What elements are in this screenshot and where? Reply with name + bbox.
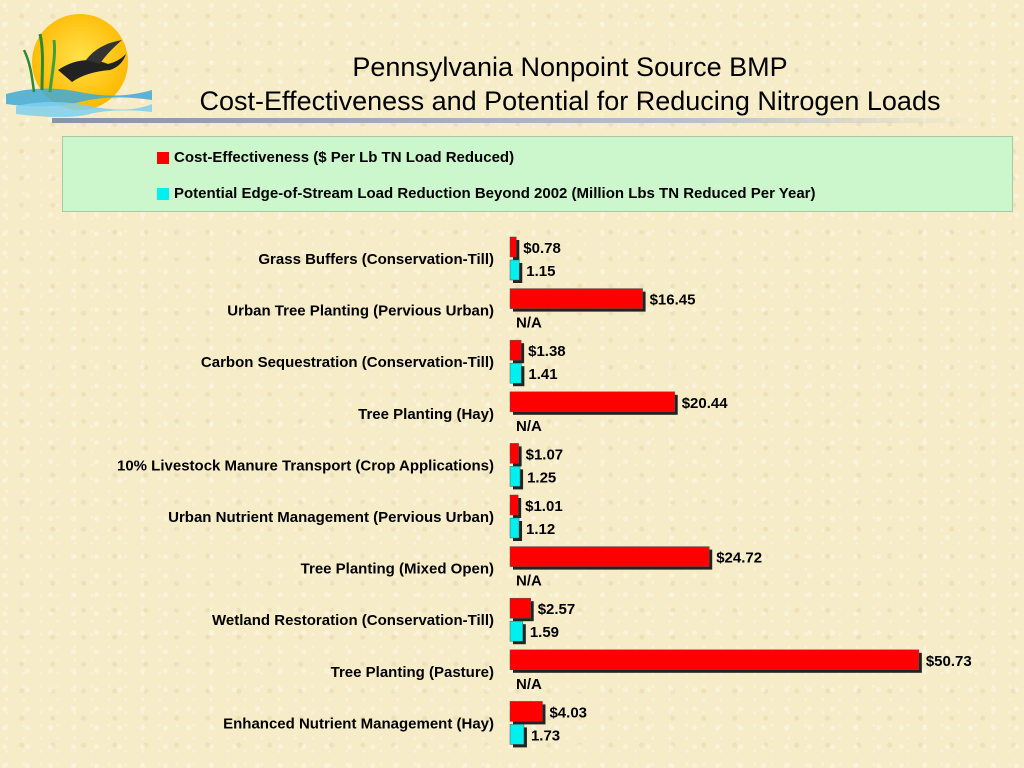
- sun-bird-logo-icon: [6, 14, 152, 117]
- cost-bar: [509, 443, 519, 464]
- category-label: Grass Buffers (Conservation-Till): [258, 251, 494, 268]
- cost-value-label: $1.07: [526, 446, 564, 463]
- potential-value-label: 1.12: [526, 521, 555, 538]
- legend-entry-potential: Potential Edge-of-Stream Load Reduction …: [157, 185, 816, 202]
- potential-value-label: N/A: [516, 676, 542, 693]
- title-line-2: Cost-Effectiveness and Potential for Red…: [199, 86, 941, 116]
- cost-bar: [509, 546, 710, 567]
- category-label: Urban Nutrient Management (Pervious Urba…: [168, 509, 494, 526]
- cost-value-label: $0.78: [523, 240, 561, 257]
- potential-bar: [509, 517, 520, 539]
- category-label: Tree Planting (Hay): [358, 406, 494, 423]
- title-line-1: Pennsylvania Nonpoint Source BMP: [352, 52, 788, 82]
- potential-value-label: N/A: [516, 418, 542, 435]
- cost-bar: [509, 494, 519, 516]
- potential-value-label: 1.73: [531, 727, 560, 744]
- cost-value-label: $1.38: [528, 343, 566, 360]
- potential-value-label: N/A: [516, 315, 542, 332]
- cost-value-label: $1.01: [525, 498, 563, 515]
- category-label: Tree Planting (Mixed Open): [301, 561, 494, 578]
- cost-bar: [509, 236, 517, 258]
- cost-bar: [509, 701, 543, 722]
- potential-value-label: 1.59: [530, 624, 559, 641]
- category-label: Urban Tree Planting (Pervious Urban): [227, 303, 494, 320]
- cost-bar: [509, 288, 643, 309]
- category-label: 10% Livestock Manure Transport (Crop App…: [117, 457, 494, 474]
- potential-value-label: 1.25: [527, 469, 556, 486]
- legend-label-potential: Potential Edge-of-Stream Load Reduction …: [174, 185, 816, 202]
- cost-bar: [509, 597, 531, 619]
- cost-value-label: $50.73: [926, 653, 972, 670]
- potential-bar: [509, 466, 521, 487]
- category-label: Enhanced Nutrient Management (Hay): [223, 715, 494, 732]
- cost-bar: [509, 391, 675, 413]
- cost-bar: [509, 649, 920, 671]
- cost-value-label: $24.72: [716, 550, 762, 567]
- potential-value-label: 1.15: [526, 263, 555, 280]
- legend-entry-cost: Cost-Effectiveness ($ Per Lb TN Load Red…: [157, 149, 514, 166]
- potential-bar: [509, 362, 522, 384]
- category-label: Carbon Sequestration (Conservation-Till): [201, 354, 494, 371]
- legend-swatch-cost: [157, 151, 169, 164]
- potential-bar: [509, 620, 524, 642]
- chart-title: Pennsylvania Nonpoint Source BMP Cost-Ef…: [160, 50, 980, 118]
- legend-label-cost: Cost-Effectiveness ($ Per Lb TN Load Red…: [174, 149, 515, 166]
- cost-value-label: $2.57: [538, 601, 576, 618]
- legend-swatch-potential: [157, 187, 169, 200]
- potential-bar: [509, 259, 520, 281]
- cost-bar: [509, 339, 522, 361]
- cost-value-label: $20.44: [682, 395, 729, 412]
- cost-value-label: $16.45: [650, 292, 696, 309]
- potential-bar: [509, 724, 525, 745]
- category-label: Wetland Restoration (Conservation-Till): [212, 612, 494, 629]
- title-divider: [52, 118, 974, 123]
- category-label: Tree Planting (Pasture): [331, 664, 494, 681]
- potential-value-label: 1.41: [528, 366, 557, 383]
- cost-value-label: $4.03: [549, 704, 587, 721]
- potential-value-label: N/A: [516, 573, 542, 590]
- chart-legend: Cost-Effectiveness ($ Per Lb TN Load Red…: [62, 136, 1013, 212]
